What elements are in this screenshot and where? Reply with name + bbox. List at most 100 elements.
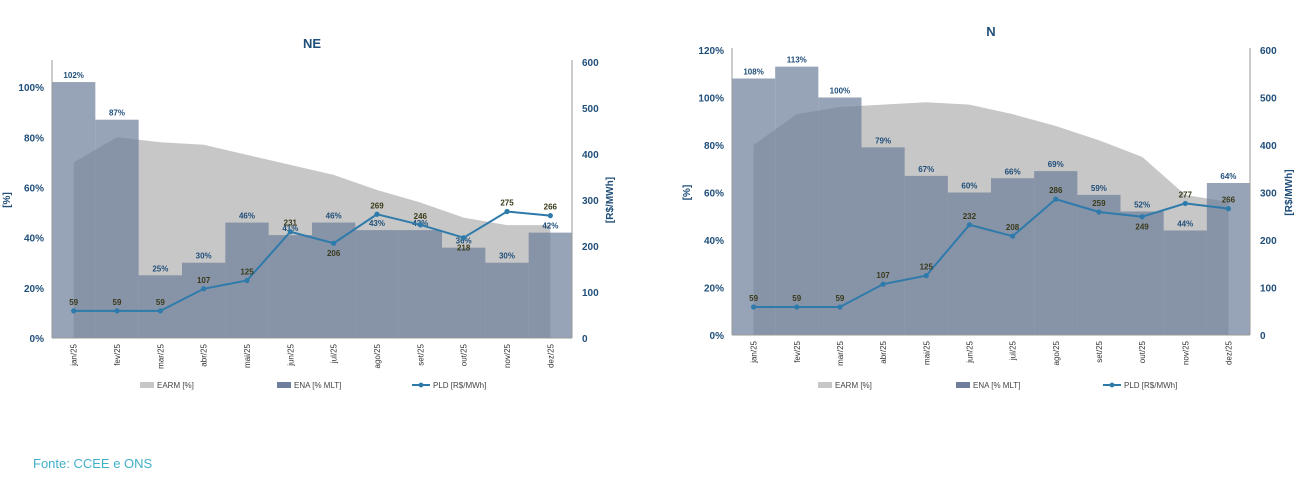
x-tick-label: jun/25 [286, 343, 295, 366]
pld-point [880, 281, 886, 287]
y-tick-label: 60% [704, 189, 724, 200]
ena-value-label: 42% [542, 222, 558, 231]
pld-value-label: 206 [327, 249, 341, 258]
pld-point [114, 308, 120, 314]
pld-line [73, 210, 551, 312]
ena-bar [861, 147, 905, 335]
ena-value-label: 25% [152, 264, 168, 273]
ena-value-label: 44% [1177, 220, 1193, 229]
y-tick-label: 100% [698, 94, 724, 105]
y2-tick-label: 600 [582, 58, 599, 69]
chart-title: NE [303, 36, 321, 51]
x-tick-label: ago/25 [1052, 340, 1061, 365]
x-tick-label: abr/25 [879, 340, 888, 363]
x-tick-label: dez/25 [546, 343, 555, 368]
y-tick-label: 40% [24, 234, 44, 245]
x-tick-label: fev/25 [793, 340, 802, 362]
x-tick-label: jul/25 [1009, 340, 1018, 361]
pld-point [287, 229, 293, 235]
y-tick-label: 40% [704, 236, 724, 247]
x-tick-label: nov/25 [503, 343, 512, 368]
ena-bar [732, 78, 776, 335]
pld-point [157, 308, 163, 314]
y-tick-label: 20% [704, 284, 724, 295]
ena-bar [355, 230, 399, 338]
pld-point [461, 235, 467, 241]
legend-swatch-ena [277, 382, 291, 388]
ena-value-label: 64% [1220, 172, 1236, 181]
pld-point [417, 222, 423, 228]
pld-value-label: 232 [963, 212, 977, 221]
y-tick-label: 100% [18, 83, 44, 94]
legend-swatch-ena [956, 382, 970, 388]
y2-tick-label: 500 [1260, 94, 1277, 105]
pld-point [923, 273, 929, 279]
x-tick-label: jan/25 [70, 343, 79, 366]
ena-bar [442, 247, 486, 338]
pld-point [374, 211, 380, 217]
y-axis-title: [%] [2, 192, 13, 208]
ena-value-label: 108% [743, 68, 763, 77]
ena-bar [138, 275, 182, 338]
pld-value-label: 59 [156, 298, 165, 307]
x-tick-label: jun/25 [965, 340, 974, 363]
pld-point [504, 208, 510, 215]
x-tick-label: ago/25 [373, 343, 382, 368]
legend-label-earm: EARM [%] [835, 381, 872, 390]
chart-title: N [986, 24, 995, 39]
x-tick-label: set/25 [1095, 340, 1104, 362]
pld-point [1009, 233, 1016, 239]
y-axis-title: [%] [682, 185, 693, 201]
pld-value-label: 107 [197, 276, 211, 285]
pld-point [1053, 196, 1059, 202]
ena-value-label: 43% [369, 219, 385, 228]
chart-n: N 0% 20% 40% 60% 80% 100% 120% 0 100 200 300 400 500 6… [682, 24, 1295, 390]
ena-value-label: 41% [282, 224, 298, 233]
x-tick-label: dez/25 [1224, 340, 1233, 365]
pld-value-label: 249 [1135, 223, 1149, 232]
source-note: Fonte: CCEE e ONS [33, 456, 153, 471]
pld-point [201, 286, 207, 292]
y-tick-label: 60% [24, 183, 44, 194]
pld-value-label: 59 [69, 298, 78, 307]
legend-label-earm: EARM [%] [157, 381, 194, 390]
ena-value-label: 69% [1048, 160, 1064, 169]
pld-value-label: 286 [1049, 186, 1063, 195]
x-tick-label: mai/25 [922, 340, 931, 365]
x-tick-label: mai/25 [243, 343, 252, 368]
ena-value-label: 46% [239, 212, 255, 221]
pld-value-label: 259 [1092, 199, 1106, 208]
ena-value-label: 60% [961, 182, 977, 191]
legend-label-pld: PLD [R$/MWh] [433, 381, 486, 390]
ena-value-label: 66% [1005, 167, 1021, 176]
pld-point [1182, 200, 1188, 207]
legend-label-pld: PLD [R$/MWh] [1124, 381, 1177, 390]
ena-value-label: 36% [456, 237, 472, 246]
y2-axis-title: [R$/MWh] [605, 177, 616, 223]
y2-tick-label: 300 [1260, 189, 1277, 200]
ena-bar [1077, 194, 1121, 335]
pld-value-label: 125 [240, 268, 254, 277]
pld-point [837, 304, 843, 310]
x-tick-label: mar/25 [156, 343, 165, 368]
y2-tick-label: 400 [1260, 141, 1277, 152]
pld-value-label: 208 [1006, 223, 1020, 232]
pld-line [753, 198, 1229, 308]
y2-tick-label: 500 [582, 104, 599, 115]
y2-tick-label: 400 [582, 150, 599, 161]
legend-label-ena: ENA [% MLT] [294, 381, 341, 390]
ena-bar [947, 192, 991, 335]
legend-swatch-earm [140, 382, 154, 388]
pld-point [1096, 209, 1102, 215]
y-tick-label: 0% [30, 334, 45, 345]
ena-bar [268, 235, 312, 338]
pld-point [1225, 206, 1232, 212]
ena-value-label: 30% [196, 252, 212, 261]
y2-tick-label: 300 [582, 196, 599, 207]
y2-tick-label: 100 [1260, 284, 1277, 295]
ena-bar [1034, 171, 1078, 335]
pld-point [966, 222, 973, 228]
pld-value-label: 269 [370, 201, 384, 210]
y2-tick-label: 0 [582, 334, 588, 345]
ena-value-label: 52% [1134, 201, 1150, 210]
